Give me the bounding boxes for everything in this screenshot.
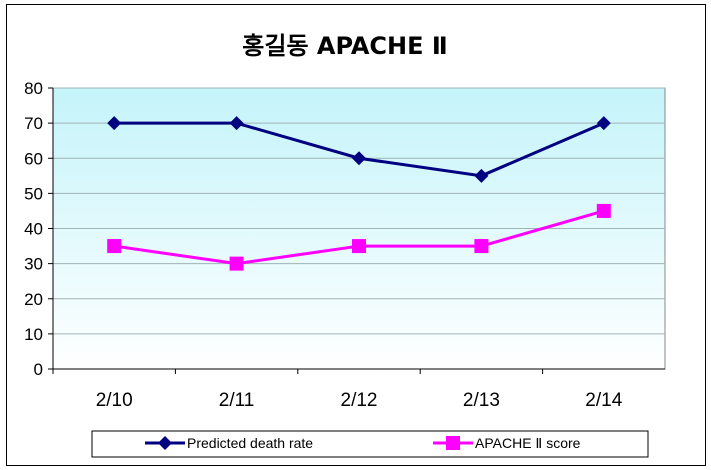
data-point (352, 151, 366, 166)
y-tick-label: 20 (24, 290, 43, 309)
y-tick-label: 70 (24, 114, 43, 133)
x-tick-label: 2/13 (463, 390, 500, 411)
data-point (229, 116, 244, 131)
x-tick-label: 2/14 (585, 390, 622, 411)
y-tick-label: 50 (24, 184, 43, 203)
legend-label: Predicted death rate (187, 435, 313, 451)
data-point (596, 116, 611, 131)
series-1 (107, 203, 611, 271)
x-tick-label: 2/12 (341, 390, 378, 411)
data-point (474, 168, 489, 183)
y-tick-label: 30 (24, 255, 43, 274)
legend-label: APACHE Ⅱ score (475, 435, 581, 451)
legend-marker (158, 436, 172, 450)
series-0 (107, 116, 611, 183)
chart-title: 홍길동 APACHE Ⅱ (242, 32, 447, 60)
data-point (474, 239, 489, 254)
data-point (352, 239, 366, 254)
y-tick-label: 60 (24, 149, 43, 168)
y-tick-label: 10 (24, 325, 43, 344)
x-tick-label: 2/11 (219, 390, 255, 411)
data-point (107, 239, 122, 254)
y-tick-label: 80 (24, 79, 43, 98)
legend-marker (446, 436, 460, 450)
data-point (107, 116, 122, 131)
y-tick-label: 0 (34, 360, 43, 379)
data-point (596, 203, 611, 218)
data-point (229, 256, 244, 271)
y-tick-label: 40 (24, 220, 43, 239)
x-tick-label: 2/10 (96, 390, 133, 411)
